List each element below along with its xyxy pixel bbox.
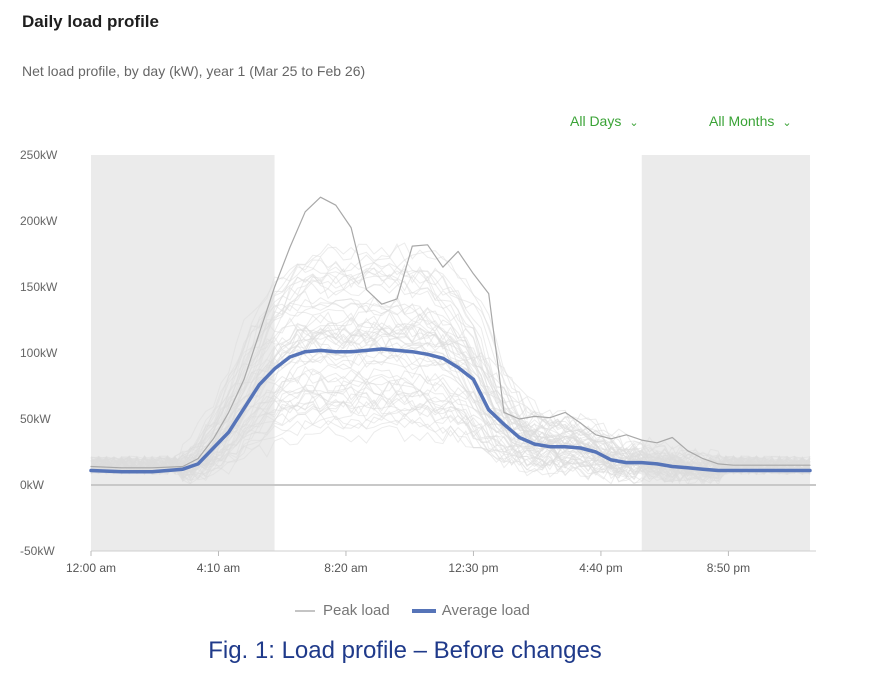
y-tick-label: 200kW [20, 214, 58, 228]
chevron-down-icon: ⌄ [782, 117, 792, 129]
x-tick-label: 12:00 am [66, 561, 116, 575]
offpeak-band [91, 155, 275, 551]
legend-average-label: Average load [441, 602, 530, 619]
daily-profile-line [90, 391, 811, 485]
y-tick-label: 0kW [20, 478, 45, 492]
legend-peak[interactable]: Peak load [295, 602, 390, 619]
average-load-line [89, 347, 812, 474]
chevron-down-icon: ⌄ [629, 117, 639, 129]
all-months-dropdown[interactable]: All Months ⌄ [709, 113, 792, 129]
chart-legend: Peak load Average load [295, 602, 552, 619]
daily-profile-line [90, 242, 811, 475]
x-tick-label: 8:20 am [324, 561, 367, 575]
chart-subtitle: Net load profile, by day (kW), year 1 (M… [22, 63, 366, 79]
average-swatch [411, 608, 436, 613]
all-days-dropdown[interactable]: All Days ⌄ [570, 113, 639, 129]
daily-profile-line [90, 271, 811, 475]
peak-load-line [90, 196, 811, 469]
chart-title: Daily load profile [22, 12, 159, 31]
daily-profile-line [90, 267, 811, 474]
x-tick-label: 4:10 am [197, 561, 240, 575]
all-days-label: All Days [570, 113, 622, 129]
daily-profile-line [90, 298, 811, 474]
peak-swatch [295, 609, 315, 612]
daily-profile-line [90, 254, 811, 475]
y-tick-label: -50kW [20, 544, 55, 558]
daily-profile-line [90, 375, 811, 482]
offpeak-band [641, 155, 810, 551]
y-tick-label: 50kW [20, 412, 51, 426]
legend-peak-label: Peak load [323, 602, 390, 619]
daily-profile-line [90, 369, 811, 482]
y-tick-label: 100kW [20, 346, 58, 360]
x-tick-label: 12:30 pm [448, 561, 498, 575]
daily-profile-line [90, 341, 811, 477]
figure-caption: Fig. 1: Load profile – Before changes [208, 637, 602, 664]
load-profile-chart: 250kW 200kW 150kW 100kW 50kW 0kW -50kW 12:00 am… [20, 148, 816, 575]
all-months-label: All Months [709, 113, 775, 129]
x-tick-label: 4:40 pm [579, 561, 622, 575]
daily-profile-line [90, 263, 811, 475]
legend-average[interactable]: Average load [411, 602, 530, 619]
daily-profile-line [90, 255, 811, 474]
daily-profile-line [90, 394, 811, 483]
x-tick-label: 8:50 pm [707, 561, 750, 575]
y-tick-label: 150kW [20, 280, 58, 294]
y-tick-label: 250kW [20, 148, 58, 162]
